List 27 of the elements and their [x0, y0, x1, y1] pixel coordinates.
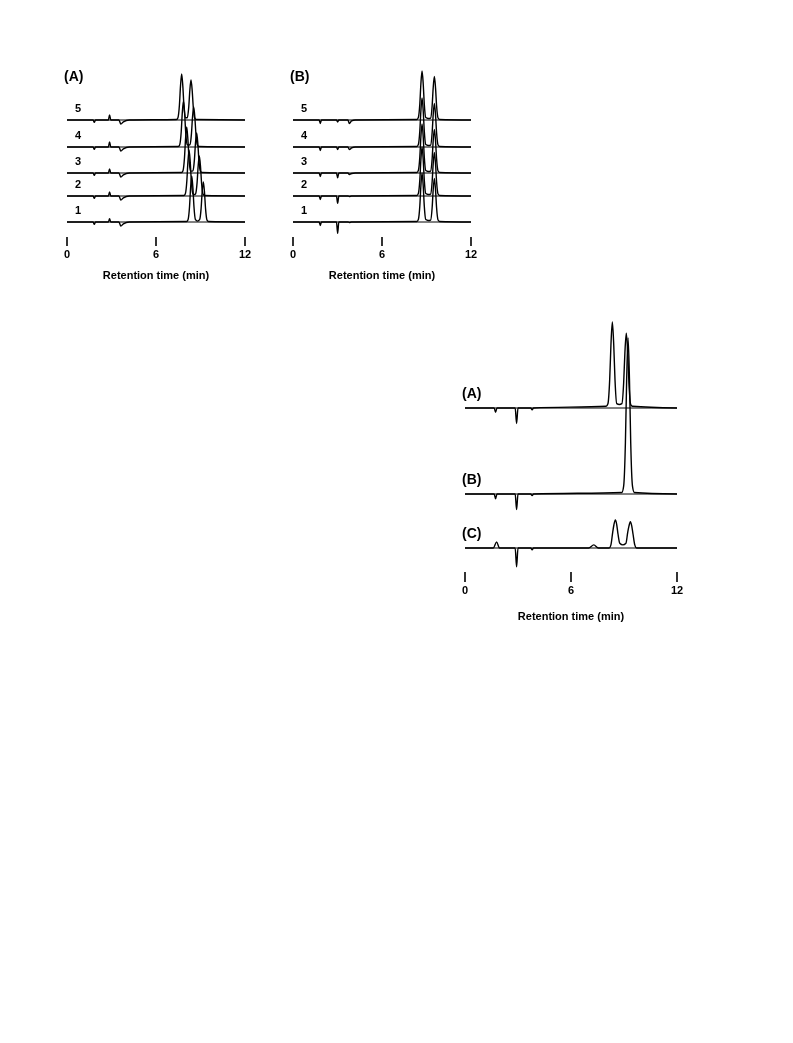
series-label: 1 — [300, 204, 308, 216]
x-tick-label: 0 — [289, 248, 297, 260]
series-label: (C) — [462, 525, 482, 541]
chart-title: (A) — [64, 68, 84, 84]
series-label: 3 — [74, 155, 82, 167]
x-tick-label: 6 — [152, 248, 160, 260]
x-axis-title: Retention time (min) — [517, 610, 625, 622]
series-label: (A) — [462, 385, 482, 401]
x-tick-label: 0 — [461, 584, 469, 596]
x-tick-label: 12 — [464, 248, 478, 260]
series-label: 5 — [300, 102, 308, 114]
x-tick-label: 6 — [567, 584, 575, 596]
series-label: 2 — [300, 178, 308, 190]
series-label: 4 — [300, 129, 308, 141]
x-tick-label: 6 — [378, 248, 386, 260]
chart-title: (B) — [290, 68, 310, 84]
series-label: 4 — [74, 129, 82, 141]
series-label: 1 — [74, 204, 82, 216]
x-axis-title: Retention time (min) — [328, 269, 436, 281]
x-axis-title: Retention time (min) — [102, 269, 210, 281]
x-tick-label: 12 — [670, 584, 684, 596]
x-tick-label: 0 — [63, 248, 71, 260]
series-label: 3 — [300, 155, 308, 167]
series-label: (B) — [462, 471, 482, 487]
series-label: 5 — [74, 102, 82, 114]
x-tick-label: 12 — [238, 248, 252, 260]
series-label: 2 — [74, 178, 82, 190]
